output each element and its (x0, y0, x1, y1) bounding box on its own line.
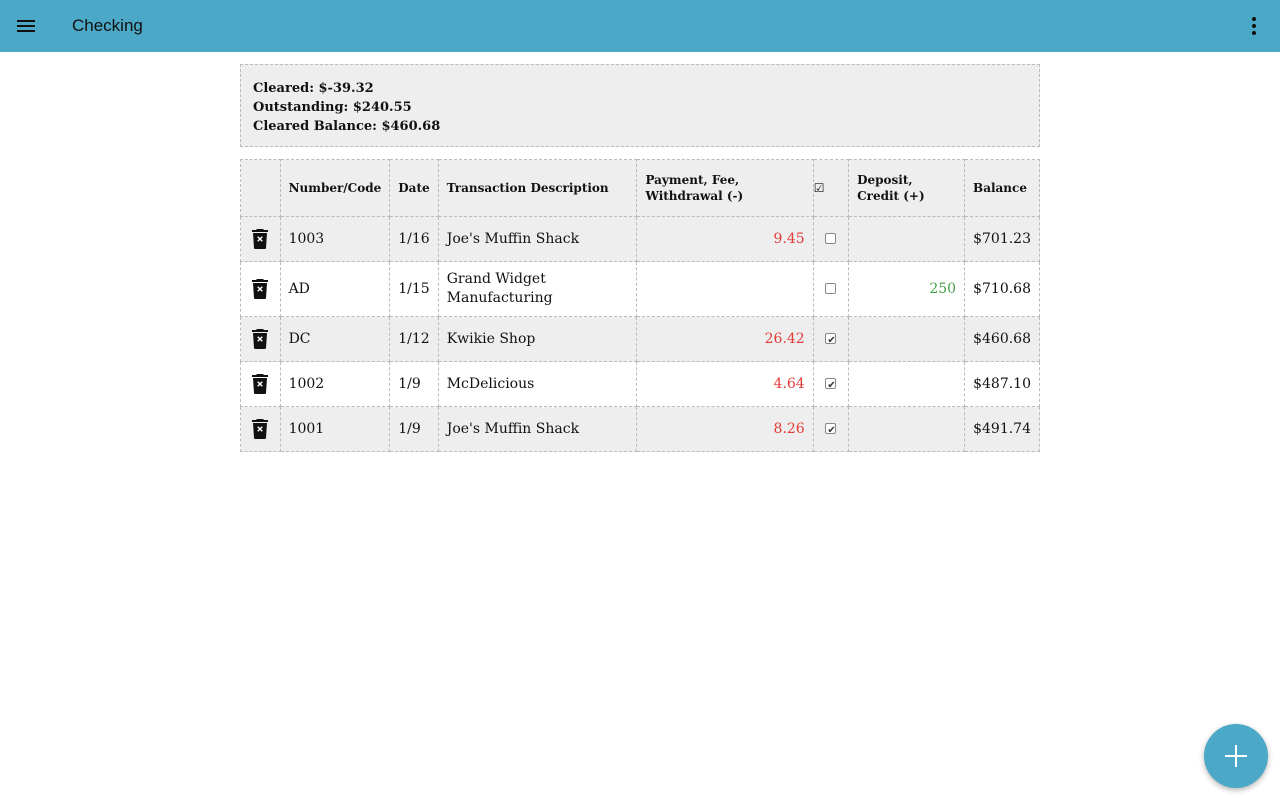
plus-icon (1225, 745, 1247, 767)
delete-cell (240, 261, 281, 317)
cleared-total: Cleared: $-39.32 (253, 81, 374, 96)
number-cell[interactable]: AD (279, 261, 391, 317)
header-date: Date (389, 159, 439, 217)
payment-cell[interactable]: 8.26 (636, 406, 814, 452)
number-cell[interactable]: DC (279, 316, 391, 362)
deposit-cell[interactable]: 250 (848, 261, 966, 317)
balance-cell: $710.68 (964, 261, 1040, 317)
description-cell[interactable]: Grand Widget Manufacturing (437, 261, 638, 317)
header-cleared: ☑ (812, 159, 850, 217)
balance-cell: $701.23 (964, 216, 1040, 262)
transactions-table: Number/Code Date Transaction Description… (240, 159, 1040, 452)
header-balance: Balance (964, 159, 1040, 217)
description-cell[interactable]: Kwikie Shop (437, 316, 638, 362)
delete-forever-icon[interactable] (251, 229, 269, 249)
payment-cell[interactable]: 4.64 (636, 361, 814, 407)
payment-cell[interactable] (636, 261, 814, 317)
header-number: Number/Code (279, 159, 391, 217)
payment-cell[interactable]: 9.45 (636, 216, 814, 262)
number-cell[interactable]: 1003 (279, 216, 391, 262)
balance-cell: $487.10 (964, 361, 1040, 407)
deposit-cell[interactable] (848, 316, 966, 362)
table-header-row: Number/Code Date Transaction Description… (240, 159, 1040, 217)
cleared-cell (812, 216, 850, 262)
delete-forever-icon[interactable] (251, 329, 269, 349)
description-cell[interactable]: McDelicious (437, 361, 638, 407)
delete-cell (240, 361, 281, 407)
cleared-checkbox[interactable] (825, 421, 837, 440)
balance-summary: Cleared: $-39.32 Outstanding: $240.55 Cl… (240, 64, 1040, 147)
cleared-cell (812, 361, 850, 407)
page-title: Checking (72, 16, 143, 35)
cleared-cell (812, 261, 850, 317)
header-cleared-icon: ☑ (813, 181, 825, 195)
outstanding-total: Outstanding: $240.55 (253, 100, 412, 115)
header-description: Transaction Description (437, 159, 638, 217)
description-cell[interactable]: Joe's Muffin Shack (437, 406, 638, 452)
payment-cell[interactable]: 26.42 (636, 316, 814, 362)
delete-forever-icon[interactable] (251, 419, 269, 439)
cleared-checkbox[interactable] (825, 233, 837, 244)
delete-forever-icon[interactable] (251, 279, 269, 299)
date-cell[interactable]: 1/9 (389, 406, 439, 452)
table-row: 1003 1/16 Joe's Muffin Shack 9.45 $701.23 (240, 216, 1040, 262)
header-deposit: Deposit, Credit (+) (848, 159, 966, 217)
table-row: AD 1/15 Grand Widget Manufacturing 250 $710.… (240, 261, 1040, 317)
date-cell[interactable]: 1/9 (389, 361, 439, 407)
hamburger-menu-icon[interactable] (14, 14, 38, 38)
balance-cell: $491.74 (964, 406, 1040, 452)
date-cell[interactable]: 1/12 (389, 316, 439, 362)
description-cell[interactable]: Joe's Muffin Shack (437, 216, 638, 262)
date-cell[interactable]: 1/16 (389, 216, 439, 262)
delete-cell (240, 406, 281, 452)
more-vertical-icon[interactable] (1242, 14, 1266, 38)
cleared-cell (812, 406, 850, 452)
delete-cell (240, 216, 281, 262)
app-bar: Checking (0, 0, 1280, 52)
number-cell[interactable]: 1002 (279, 361, 391, 407)
delete-cell (240, 316, 281, 362)
add-transaction-button[interactable] (1204, 724, 1268, 788)
deposit-cell[interactable] (848, 406, 966, 452)
header-payment: Payment, Fee, Withdrawal (-) (636, 159, 814, 217)
cleared-balance: Cleared Balance: $460.68 (253, 119, 441, 134)
number-cell[interactable]: 1001 (279, 406, 391, 452)
cleared-checkbox[interactable] (825, 331, 837, 350)
cleared-cell (812, 316, 850, 362)
header-delete (240, 159, 281, 217)
cleared-checkbox[interactable] (825, 283, 837, 294)
date-cell[interactable]: 1/15 (389, 261, 439, 317)
deposit-cell[interactable] (848, 216, 966, 262)
cleared-checkbox[interactable] (825, 376, 837, 395)
delete-forever-icon[interactable] (251, 374, 269, 394)
deposit-cell[interactable] (848, 361, 966, 407)
balance-cell: $460.68 (964, 316, 1040, 362)
